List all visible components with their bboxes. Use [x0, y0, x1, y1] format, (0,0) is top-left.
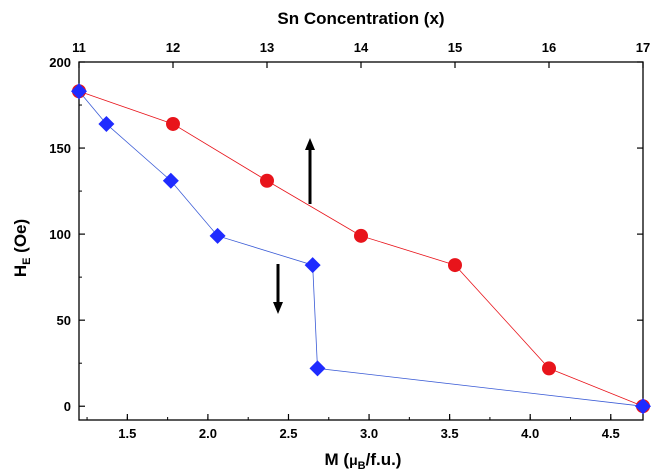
axes: 1.5 2.0 2.5 3.0 3.5 4.0 4.5 11 12 13 14 15 16 17 0 50 10… [49, 40, 650, 441]
y-axis-title-tail: (Oe) [11, 219, 30, 258]
bottom-axis-title: M (μB/f.u.) [325, 450, 402, 471]
top-tick-label: 14 [354, 40, 369, 55]
data-point-diamond [71, 83, 87, 100]
top-tick-label: 13 [260, 40, 274, 55]
data-point-diamond [635, 398, 651, 415]
y-tick-label: 0 [64, 399, 71, 414]
y-axis-title-sub: E [21, 258, 33, 265]
y-axis-title: HE (Oe) [11, 219, 33, 277]
bottom-tick-label: 1.5 [118, 426, 136, 441]
bottom-axis-title-sub: B [358, 460, 366, 471]
arrow-down-annotation [273, 264, 283, 314]
data-point-diamond [98, 115, 115, 132]
data-point-circle [166, 116, 180, 131]
circle-series [72, 84, 650, 414]
diamond-series [71, 83, 651, 415]
y-axis-title-main: H [11, 265, 30, 277]
annotations [273, 138, 315, 314]
bottom-axis-title-mu: μ [349, 452, 358, 468]
data-point-diamond [209, 227, 226, 244]
top-tick-label: 16 [542, 40, 556, 55]
bottom-tick-label: 2.5 [279, 426, 297, 441]
top-tick-label: 15 [448, 40, 462, 55]
y-tick-label: 50 [57, 313, 71, 328]
top-tick-label: 11 [72, 40, 86, 55]
bottom-axis-title-tail: /f.u.) [366, 450, 402, 469]
bottom-tick-label: 2.0 [199, 426, 217, 441]
y-tick-label: 100 [49, 227, 71, 242]
bottom-tick-label: 4.0 [521, 426, 539, 441]
data-point-circle [542, 361, 556, 376]
top-tick-label: 12 [166, 40, 180, 55]
data-point-diamond [162, 172, 179, 189]
y-tick-label: 200 [49, 55, 71, 70]
bottom-tick-label: 3.0 [360, 426, 378, 441]
arrow-up-head [305, 138, 315, 150]
arrow-down-head [273, 302, 283, 314]
top-axis-title: Sn Concentration (x) [277, 9, 444, 28]
data-point-diamond [309, 360, 326, 377]
data-point-diamond [304, 257, 321, 274]
data-point-circle [354, 228, 368, 243]
series-line [78, 90, 644, 407]
data-point-circle [448, 258, 462, 273]
bottom-tick-label: 3.5 [441, 426, 459, 441]
arrow-up-annotation [305, 138, 315, 204]
series-line [78, 91, 644, 407]
top-tick-label: 17 [636, 40, 650, 55]
series-layer [71, 83, 651, 415]
bottom-tick-label: 4.5 [602, 426, 620, 441]
data-point-circle [260, 173, 274, 188]
y-tick-label: 150 [49, 141, 71, 156]
bottom-axis-title-main: M ( [325, 450, 350, 469]
